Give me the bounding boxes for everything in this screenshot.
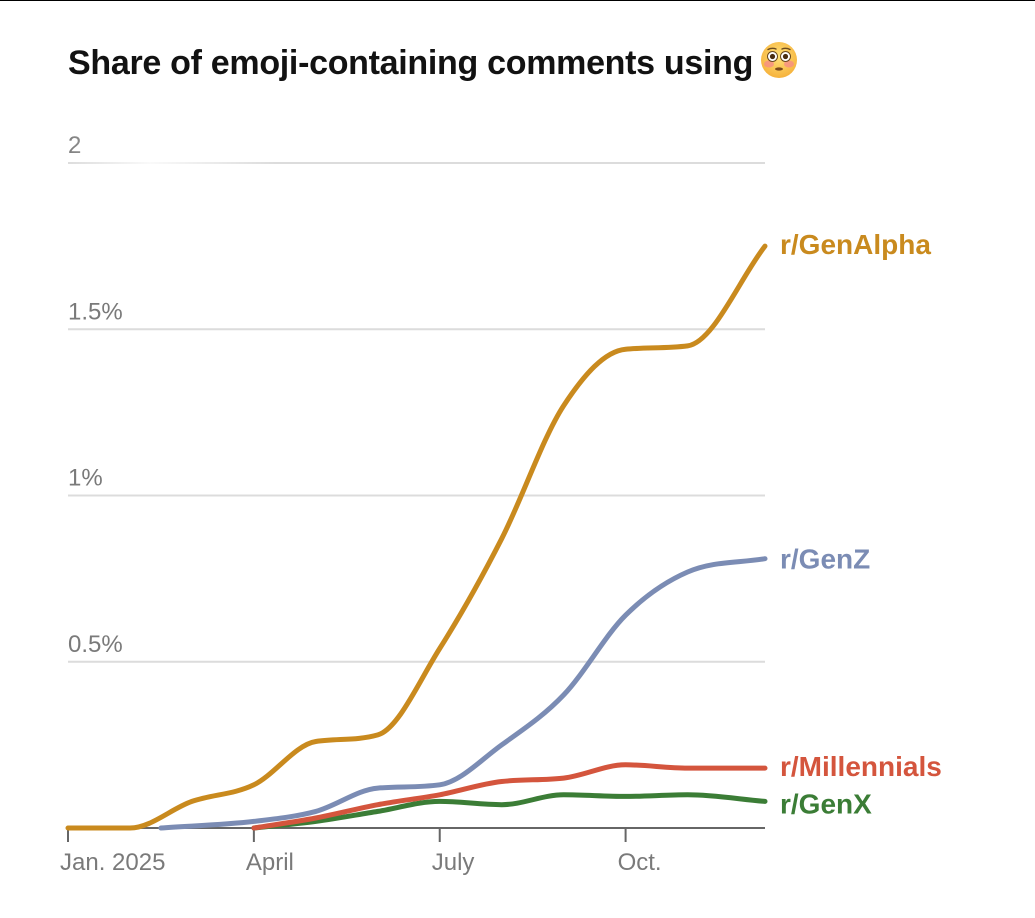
chart-title: Share of emoji-containing comments using [68, 40, 799, 89]
blurred-top-label-overlay [66, 128, 276, 164]
y-tick-label-2: 1.5% [68, 298, 123, 325]
series-labels: r/GenX r/Millennials r/GenZ r/GenAlpha [780, 229, 942, 819]
x-axis [67, 827, 765, 842]
series-line-millennials [251, 762, 768, 831]
x-tick-labels: Jan. 2025 April July Oct. [60, 849, 662, 876]
y-tick-label-1: 1% [68, 465, 103, 492]
series-label-genz: r/GenZ [780, 544, 870, 575]
series-lines [65, 243, 768, 831]
flushed-face-emoji-icon [759, 40, 799, 89]
y-tick-label-0: 0.5% [68, 631, 123, 658]
series-label-millennials: r/Millennials [780, 751, 942, 782]
series-line-genx [251, 792, 768, 831]
series-label-genx: r/GenX [780, 788, 872, 819]
series-label-genalpha: r/GenAlpha [780, 229, 931, 260]
chart-title-text: Share of emoji-containing comments using [68, 44, 754, 82]
x-tick-label-1: April [246, 849, 294, 876]
x-tick-label-3: Oct. [618, 849, 662, 876]
series-line-genz [158, 556, 768, 831]
x-tick-label-2: July [432, 849, 475, 876]
y-tick-labels: 0.5%1%1.5%2 [68, 132, 123, 658]
x-tick-label-0: Jan. 2025 [60, 849, 165, 876]
top-rule [0, 0, 1035, 1]
series-line-genalpha [65, 243, 768, 831]
